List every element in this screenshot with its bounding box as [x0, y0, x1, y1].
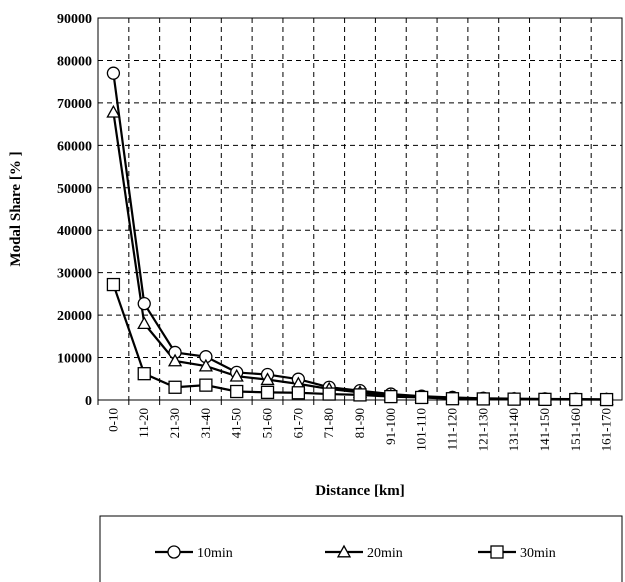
series-line-20min	[112, 112, 607, 401]
x-tick-label: 121-130	[475, 408, 490, 451]
square-marker	[322, 387, 336, 401]
circle-marker	[106, 66, 121, 80]
series-lines	[112, 73, 607, 401]
square-marker	[106, 277, 121, 292]
square-marker	[414, 390, 429, 405]
square-marker	[599, 392, 614, 407]
x-tick-label: 111-120	[444, 408, 459, 450]
y-tick-label: 10000	[57, 352, 92, 367]
triangle-marker	[336, 544, 352, 558]
x-tick-label: 71-80	[321, 408, 336, 438]
series-markers	[106, 66, 614, 407]
square-marker	[137, 367, 151, 381]
y-tick-label: 0	[85, 394, 92, 409]
x-tick-label: 141-150	[537, 408, 552, 451]
x-tick-label: 101-110	[414, 408, 429, 451]
square-marker	[353, 388, 367, 402]
x-axis-title: Distance [km]	[315, 483, 405, 499]
legend-label-30min: 30min	[520, 546, 556, 561]
x-tick-label: 61-70	[290, 408, 305, 438]
x-tick-label: 41-50	[229, 408, 244, 438]
plot-area-frame	[97, 17, 623, 401]
series-line-30min	[112, 284, 607, 401]
square-marker	[490, 545, 504, 559]
legend: 10min 20min 30min	[99, 515, 623, 582]
triangle-marker	[229, 368, 244, 382]
triangle-marker	[137, 316, 152, 330]
square-marker	[230, 384, 244, 399]
y-tick-label: 90000	[57, 12, 92, 27]
square-marker	[445, 392, 460, 406]
x-tick-label: 151-160	[568, 408, 583, 451]
y-axis-title: Modal Share [% ]	[8, 151, 24, 266]
series-line-10min	[112, 73, 607, 401]
grid-lines	[98, 17, 622, 400]
square-marker	[260, 385, 275, 400]
x-tick-label: 161-170	[599, 408, 614, 451]
y-tick-label: 30000	[57, 267, 92, 282]
square-marker	[384, 389, 398, 404]
y-tick-label: 60000	[57, 139, 92, 154]
x-tick-label: 31-40	[198, 408, 213, 438]
square-marker	[538, 392, 552, 407]
square-marker	[476, 392, 490, 406]
y-tick-label: 50000	[57, 182, 92, 197]
square-marker	[569, 392, 583, 407]
y-tick-label: 40000	[57, 224, 92, 239]
triangle-marker	[260, 372, 275, 386]
triangle-marker	[106, 104, 121, 118]
y-tick-label: 70000	[57, 97, 92, 112]
x-axis-ticks: 0-10 11-20 21-30 31-40 41-50 51-60 61-70 71-80 8…	[97, 400, 614, 451]
legend-label-20min: 20min	[367, 546, 403, 561]
square-marker	[168, 380, 182, 394]
square-marker	[507, 392, 521, 406]
x-tick-label: 0-10	[105, 408, 120, 432]
legend-box	[99, 515, 623, 582]
y-tick-label: 80000	[57, 54, 92, 69]
x-tick-label: 21-30	[167, 408, 182, 438]
square-marker	[291, 386, 306, 400]
x-tick-label: 51-60	[260, 408, 275, 438]
x-tick-label: 81-90	[352, 408, 367, 438]
x-tick-label: 131-140	[506, 408, 521, 451]
legend-label-10min: 10min	[197, 546, 233, 561]
triangle-marker	[167, 353, 183, 367]
circle-marker	[137, 297, 151, 311]
square-marker	[199, 378, 213, 392]
x-tick-label: 11-20	[136, 408, 151, 438]
x-tick-label: 91-100	[383, 408, 398, 445]
circle-marker	[167, 545, 181, 559]
y-tick-label: 20000	[57, 309, 92, 324]
y-axis-ticks: 0 10000 20000 30000 40000 50000 60000 70000 8000…	[57, 12, 92, 409]
triangle-marker	[198, 358, 213, 372]
